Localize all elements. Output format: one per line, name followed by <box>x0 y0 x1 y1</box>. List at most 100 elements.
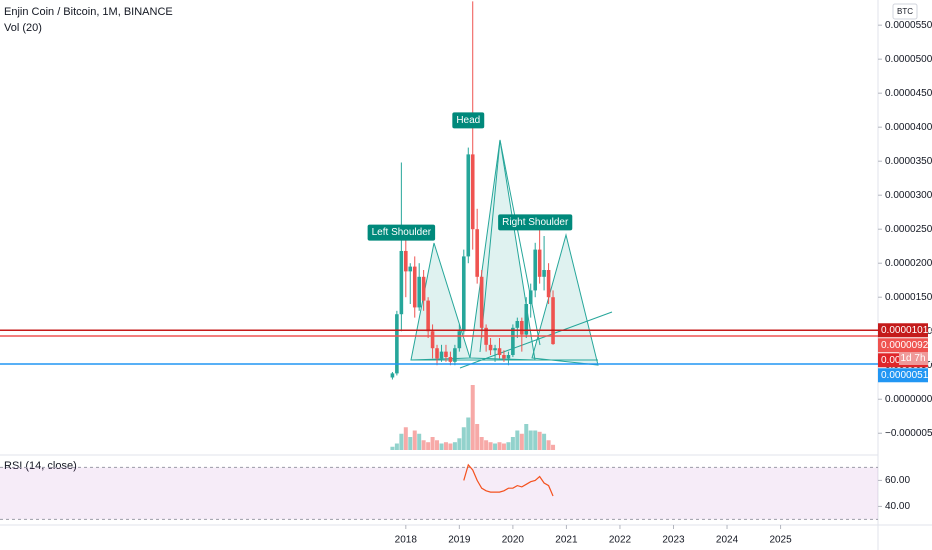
price-level-label: 0.00000929 <box>881 340 932 351</box>
y-tick-label: 0.00000000 <box>885 394 932 405</box>
volume-bar <box>497 442 502 450</box>
candle-body <box>528 290 533 305</box>
rsi-line <box>463 463 554 497</box>
volume-bar <box>524 424 529 450</box>
head-shape <box>469 139 536 361</box>
candle-body <box>470 154 475 230</box>
x-tick-label: 2020 <box>502 535 525 546</box>
y-tick-label: −0.00000500 <box>885 428 932 439</box>
price-level-box <box>878 323 928 338</box>
volume-bar <box>457 438 462 450</box>
candle-body <box>457 331 462 349</box>
volume-bar <box>421 440 426 450</box>
annotation: Left Shoulder <box>367 224 436 241</box>
volume-bar <box>528 430 533 450</box>
candle-body <box>408 266 413 272</box>
candle-body <box>479 276 484 328</box>
candle-body <box>430 331 435 349</box>
volume-bar <box>479 437 484 450</box>
annotation-text: Head <box>456 115 480 126</box>
volume-bar <box>488 442 493 450</box>
candle-body <box>444 351 448 358</box>
candle-body <box>466 154 471 257</box>
volume-bar <box>519 433 524 450</box>
candle-body <box>506 355 511 359</box>
annotation-text: Right Shoulder <box>502 217 569 228</box>
volume-bar <box>403 427 408 450</box>
countdown: 1d 7h <box>900 353 925 364</box>
volume-bar <box>443 442 448 450</box>
price-level-box <box>878 338 928 353</box>
candle-body <box>511 327 515 356</box>
candle-body <box>533 249 538 291</box>
x-tick-label: 2021 <box>555 535 578 546</box>
candle-body <box>475 229 479 277</box>
annotation-box <box>452 112 485 129</box>
candle-body <box>453 348 457 362</box>
volume-bar <box>394 443 399 450</box>
volume-bar <box>408 437 413 450</box>
candle-body <box>537 249 542 277</box>
volume-bar <box>533 430 538 450</box>
volume-bar <box>537 431 542 450</box>
volume-bar <box>430 437 435 450</box>
volume-bar <box>461 427 466 450</box>
candle-body <box>417 276 421 308</box>
volume-bar <box>439 443 444 450</box>
annotation-box <box>367 224 436 241</box>
trend-line <box>459 311 613 369</box>
candle-body <box>412 266 417 308</box>
candle-body <box>546 270 551 298</box>
x-tick-label: 2023 <box>662 535 685 546</box>
candle-body <box>488 344 493 351</box>
candle-body <box>524 304 529 335</box>
candle-body <box>515 321 520 328</box>
head-line <box>479 139 541 353</box>
candle-body <box>395 314 399 374</box>
price-level-label: 0.00000518 <box>881 370 932 381</box>
candle-body <box>435 348 439 359</box>
volume-bar <box>417 433 422 450</box>
price-level-box <box>878 368 928 383</box>
x-tick-label: 2022 <box>609 535 632 546</box>
candle-body <box>542 270 546 277</box>
candle-body <box>399 250 404 315</box>
volume-bar <box>493 443 498 450</box>
rsi-tick-label: 40.00 <box>885 501 910 512</box>
rsi-tick-label: 60.00 <box>885 475 910 486</box>
currency-box[interactable] <box>892 3 918 20</box>
volume-bar <box>390 446 395 450</box>
volume-bar <box>470 385 475 450</box>
x-tick-label: 2019 <box>448 535 471 546</box>
x-tick-label: 2025 <box>769 535 792 546</box>
volume-bar <box>510 437 515 450</box>
volume-bar <box>551 444 556 450</box>
candle-body <box>551 297 555 345</box>
annotation: Head <box>452 112 485 129</box>
candle-body <box>426 300 430 332</box>
candle-body <box>502 355 506 359</box>
volume-bar <box>542 433 547 450</box>
volume-bar <box>412 430 417 450</box>
volume-bar <box>546 440 551 450</box>
volume-bar <box>448 443 453 450</box>
rsi-band <box>0 467 878 520</box>
candle-body <box>461 256 466 332</box>
annotation: Right Shoulder <box>498 214 573 231</box>
chart-title: Enjin Coin / Bitcoin, 1M, BINANCE <box>4 6 173 18</box>
candle-body <box>497 348 502 356</box>
volume-bar <box>501 443 506 450</box>
volume-bar <box>466 417 471 450</box>
volume-bar <box>506 442 511 450</box>
currency[interactable]: BTC <box>897 7 913 16</box>
